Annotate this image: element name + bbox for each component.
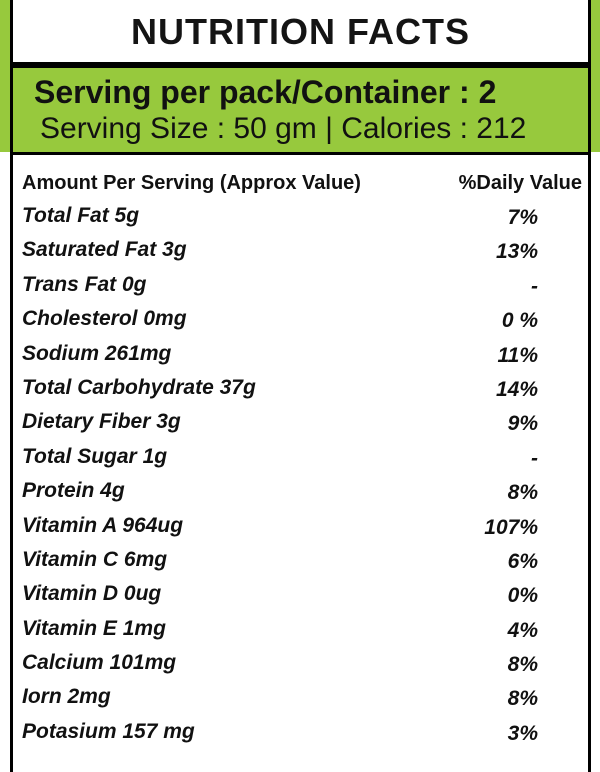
left-accent-strip — [0, 0, 12, 152]
table-row: Trans Fat 0g - — [22, 271, 582, 305]
nutrient-name: Trans Fat 0g — [22, 272, 147, 296]
nutrient-name: Cholesterol 0mg — [22, 307, 187, 331]
serving-divider — [12, 152, 589, 155]
table-row: Saturated Fat 3g 13% — [22, 236, 582, 270]
table-row: Potasium 157 mg 3% — [22, 718, 582, 752]
daily-value: - — [531, 274, 538, 298]
daily-value: 4% — [507, 618, 538, 642]
nutrient-name: Vitamin D 0ug — [22, 582, 162, 606]
daily-value: 3% — [507, 721, 538, 745]
nutrient-name: Total Carbohydrate 37g — [22, 375, 256, 399]
nutrient-name: Vitamin A 964ug — [22, 513, 184, 537]
table-row: Dietary Fiber 3g 9% — [22, 408, 582, 442]
table-row: Iorn 2mg 8% — [22, 683, 582, 717]
table-row: Vitamin D 0ug 0% — [22, 580, 582, 614]
daily-value: 14% — [495, 377, 538, 401]
nutrient-name: Saturated Fat 3g — [22, 238, 187, 262]
left-border — [10, 0, 13, 772]
daily-value: 9% — [507, 412, 538, 436]
daily-value: 0% — [507, 584, 538, 608]
table-row: Vitamin E 1mg 4% — [22, 615, 582, 649]
table-row: Vitamin A 964ug 107% — [22, 512, 582, 546]
daily-value: 7% — [507, 206, 538, 229]
right-accent-strip — [591, 0, 600, 152]
title-divider — [12, 62, 589, 68]
table-row: Total Fat 5g 7% — [22, 202, 582, 236]
daily-value: 8% — [507, 687, 538, 711]
nutrient-name: Protein 4g — [22, 479, 125, 503]
right-border — [588, 0, 591, 772]
nutrient-rows: Total Fat 5g 7% Saturated Fat 3g 13% Trans F… — [22, 202, 582, 752]
nutrient-name: Total Fat 5g — [22, 204, 140, 227]
daily-value: 8% — [507, 653, 538, 677]
daily-value: - — [531, 446, 538, 470]
table-row: Sodium 261mg 11% — [22, 340, 582, 374]
daily-value: 107% — [484, 515, 538, 539]
nutrient-table: Amount Per Serving (Approx Value) %Daily… — [22, 172, 582, 752]
table-row: Total Sugar 1g - — [22, 443, 582, 477]
serving-size-calories: Serving Size : 50 gm | Calories : 212 — [40, 112, 527, 145]
serving-band: Serving per pack/Container : 2 Serving S… — [12, 68, 589, 152]
table-row: Cholesterol 0mg 0 % — [22, 305, 582, 339]
nutrient-name: Vitamin E 1mg — [22, 616, 166, 640]
servings-per-container: Serving per pack/Container : 2 — [34, 74, 497, 110]
daily-value: 13% — [495, 240, 538, 264]
table-row: Calcium 101mg 8% — [22, 649, 582, 683]
daily-value: 11% — [497, 343, 538, 367]
page-title: NUTRITION FACTS — [131, 11, 470, 52]
header-daily-value: %Daily Value — [458, 172, 582, 194]
table-row: Total Carbohydrate 37g 14% — [22, 374, 582, 408]
table-row: Vitamin C 6mg 6% — [22, 546, 582, 580]
title-band: NUTRITION FACTS — [12, 0, 589, 62]
table-row: Protein 4g 8% — [22, 477, 582, 511]
table-header: Amount Per Serving (Approx Value) %Daily… — [22, 172, 582, 202]
nutrient-name: Calcium 101mg — [22, 651, 177, 675]
nutrient-name: Potasium 157 mg — [22, 719, 195, 743]
nutrient-name: Sodium 261mg — [22, 341, 172, 365]
nutrient-name: Vitamin C 6mg — [22, 547, 168, 571]
daily-value: 6% — [507, 549, 538, 573]
nutrient-name: Total Sugar 1g — [22, 444, 168, 468]
daily-value: 0 % — [501, 309, 538, 333]
nutrient-name: Dietary Fiber 3g — [22, 410, 181, 434]
daily-value: 8% — [507, 481, 538, 505]
nutrient-name: Iorn 2mg — [22, 685, 111, 709]
header-amount-per-serving: Amount Per Serving (Approx Value) — [22, 172, 361, 194]
